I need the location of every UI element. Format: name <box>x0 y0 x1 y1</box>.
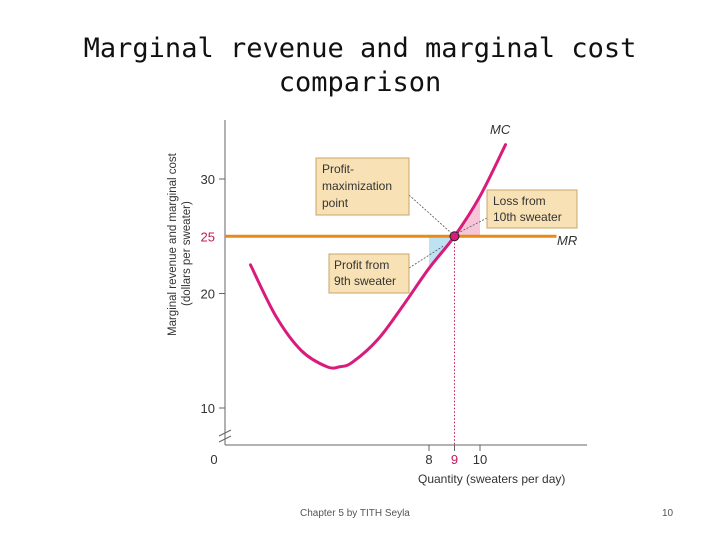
annotation-profit-9th: Profit from 9th sweater <box>328 253 410 294</box>
mc-series-label: MC <box>490 122 511 137</box>
annotation-profit-9th-line-1: Profit from <box>334 258 389 272</box>
slide-title-line-2: comparison <box>278 67 442 98</box>
y-tick-label: 10 <box>201 401 215 416</box>
x-tick-label: 9 <box>451 452 458 467</box>
leader-profit-max <box>408 194 452 234</box>
annotation-profit-max-line-3: point <box>322 196 349 210</box>
annotation-profit-max-line-2: maximization <box>322 179 392 193</box>
y-tick-label: 20 <box>201 287 215 302</box>
y-axis-label-line-2: (dollars per sweater) <box>181 201 193 306</box>
svg-text:Profit- maximization: Profit- maximization point <box>322 162 395 210</box>
mr-series-label: MR <box>557 233 577 248</box>
annotation-loss-10th-line-1: Loss from <box>493 194 546 208</box>
axis-break-stroke <box>218 435 232 443</box>
slide-title-line-1: Marginal revenue and marginal cost <box>83 33 637 64</box>
svg-text:Loss from 10th sweater: Loss from 10th sweater <box>493 194 562 224</box>
y-tick-label: 30 <box>201 172 215 187</box>
x-tick-label: 10 <box>473 452 487 467</box>
y-tick-label-highlight: 25 <box>201 229 215 244</box>
annotation-profit-max-line-1: Profit- <box>322 162 354 176</box>
annotation-loss-10th-line-2: 10th sweater <box>493 210 562 224</box>
y-axis-label: Marginal revenue and marginal cost (doll… <box>167 152 193 336</box>
annotation-loss-10th: Loss from 10th sweater <box>486 189 578 229</box>
slide-title: Marginal revenue and marginal cost compa… <box>0 32 720 100</box>
footer-text: Chapter 5 by TITH Seyla <box>300 508 410 519</box>
axis-break-stroke <box>218 429 232 437</box>
x-ticks: 0 8 9 10 <box>210 445 487 467</box>
annotation-profit-max: Profit- maximization point <box>315 157 410 216</box>
x-tick-label: 8 <box>425 452 432 467</box>
x-tick-label: 0 <box>210 452 217 467</box>
y-axis-label-line-1: Marginal revenue and marginal cost <box>167 152 179 336</box>
page-number: 10 <box>662 508 674 519</box>
x-axis-label: Quantity (sweaters per day) <box>418 472 565 486</box>
y-ticks: 10 20 30 25 <box>201 172 225 416</box>
profit-max-point <box>449 231 460 242</box>
svg-text:Profit from 9th sweater: Profit from 9th sweater <box>334 258 396 288</box>
axis-break-mark <box>218 429 232 443</box>
annotation-profit-9th-line-2: 9th sweater <box>334 274 396 288</box>
